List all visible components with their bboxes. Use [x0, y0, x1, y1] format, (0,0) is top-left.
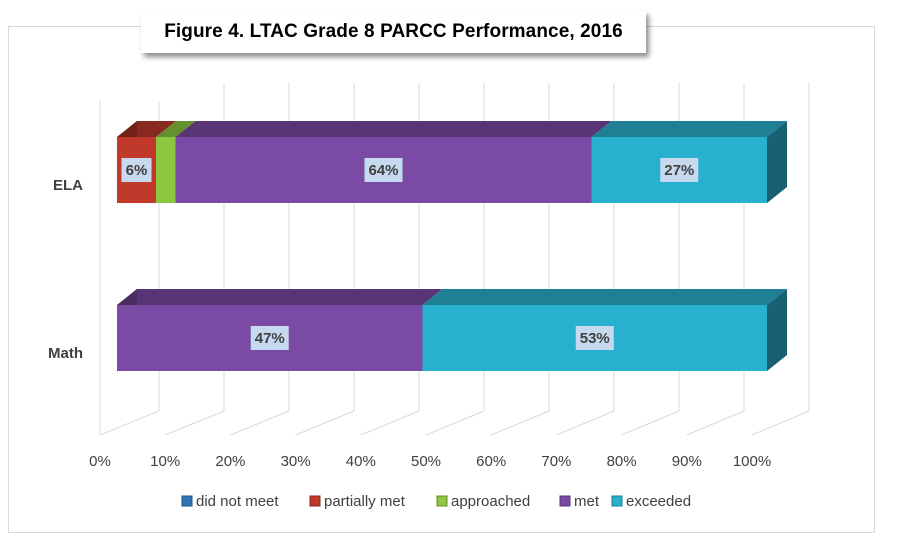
legend-swatch [309, 495, 321, 507]
data-label-box [575, 326, 614, 350]
legend-swatch [181, 495, 193, 507]
data-label-box [250, 326, 289, 350]
x-tick-label: 40% [346, 453, 376, 470]
legend-layer: did not meet partially met approached met ex… [181, 493, 691, 510]
legend-swatch [436, 495, 448, 507]
bar-segment-top [156, 121, 196, 137]
axis-layer: 0% 10% 20% 30% 40% 50% 60% 70% 80% 90% 100% ELA Math [48, 177, 771, 470]
x-tick-label: 70% [541, 453, 571, 470]
category-label: ELA [53, 177, 83, 194]
data-label-box [121, 158, 152, 182]
bar-end-cap [767, 289, 787, 371]
gridline-floor [360, 410, 420, 436]
bar-segment-top [422, 289, 787, 305]
chart-title: Figure 4. LTAC Grade 8 PARCC Performance… [164, 21, 623, 42]
gridline-floor [621, 410, 680, 436]
x-tick-label: 90% [672, 453, 702, 470]
gridline-floor [295, 410, 355, 436]
label-layer: 6% 64% 27% 47% 53% [121, 158, 699, 350]
x-tick-label: 20% [215, 453, 245, 470]
legend-swatch [611, 495, 623, 507]
x-tick-label: 60% [476, 453, 506, 470]
category-label: Math [48, 345, 83, 362]
gridline-floor [165, 410, 225, 436]
x-tick-label: 0% [89, 453, 111, 470]
data-label-box [660, 158, 699, 182]
x-tick-label: 10% [150, 453, 180, 470]
data-label: 27% [664, 162, 694, 179]
legend-label: exceeded [626, 493, 691, 510]
chart-title-box: Figure 4. LTAC Grade 8 PARCC Performance… [141, 11, 646, 53]
bar-end-cap [767, 121, 787, 203]
legend-label: met [574, 493, 600, 510]
bar-segment-top [117, 289, 443, 305]
legend-label: did not meet [196, 493, 279, 510]
gridline-floor [425, 410, 485, 436]
legend-label: approached [451, 493, 530, 510]
data-label: 53% [580, 330, 610, 347]
gridline-floor [751, 410, 810, 436]
bar-segment [156, 137, 176, 203]
x-tick-label: 80% [607, 453, 637, 470]
data-label: 6% [126, 162, 148, 179]
gridline-floor [686, 410, 745, 436]
data-label: 47% [255, 330, 285, 347]
chart-frame [8, 26, 875, 533]
gridline-floor [556, 410, 615, 436]
gridline-floor [491, 410, 550, 436]
bar-segment-top [591, 121, 787, 137]
bar-segment-top [175, 121, 612, 137]
legend-swatch [559, 495, 571, 507]
data-label: 64% [368, 162, 398, 179]
legend-label: partially met [324, 493, 406, 510]
x-tick-label: 50% [411, 453, 441, 470]
gridline-floor [99, 410, 160, 436]
x-tick-label: 100% [733, 453, 771, 470]
x-tick-label: 30% [281, 453, 311, 470]
gridline-floor [230, 410, 290, 436]
data-label-box [364, 158, 403, 182]
